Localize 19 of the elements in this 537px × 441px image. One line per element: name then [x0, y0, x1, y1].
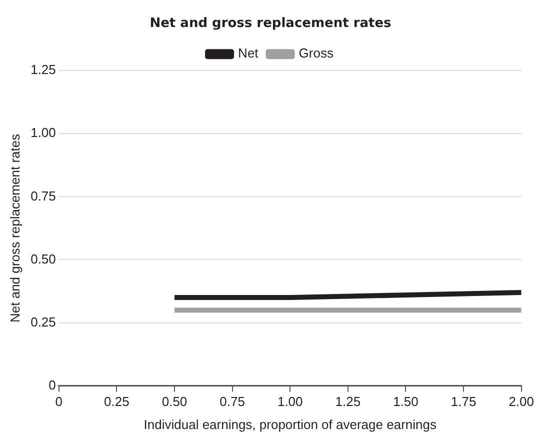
- x-tick-label: 1.50: [393, 394, 418, 410]
- chart-title: Net and gross replacement rates: [150, 16, 392, 32]
- x-tick-label: 1.25: [335, 394, 361, 410]
- y-tick-label: 1.25: [30, 62, 56, 78]
- x-axis-title: Individual earnings, proportion of average earnings: [144, 416, 437, 432]
- x-tick-label: 2.00: [508, 394, 534, 410]
- x-tick-label: 0.75: [220, 394, 245, 410]
- x-tick-label: 1.75: [450, 394, 476, 410]
- y-tick-label: 0: [48, 377, 56, 392]
- x-tick-label: 0.50: [162, 394, 188, 410]
- y-tick-label: 1.00: [30, 125, 56, 140]
- y-tick-label: 0.50: [30, 251, 56, 266]
- legend-label: Net: [238, 46, 259, 61]
- y-axis-title: Net and gross replacement rates: [7, 133, 22, 323]
- x-tick-label: 1.00: [277, 394, 303, 410]
- y-tick-label: 0.75: [30, 188, 56, 204]
- y-tick-label: 0.25: [30, 314, 56, 330]
- x-tick-label: 0.25: [104, 394, 130, 410]
- legend-label: Gross: [298, 46, 334, 61]
